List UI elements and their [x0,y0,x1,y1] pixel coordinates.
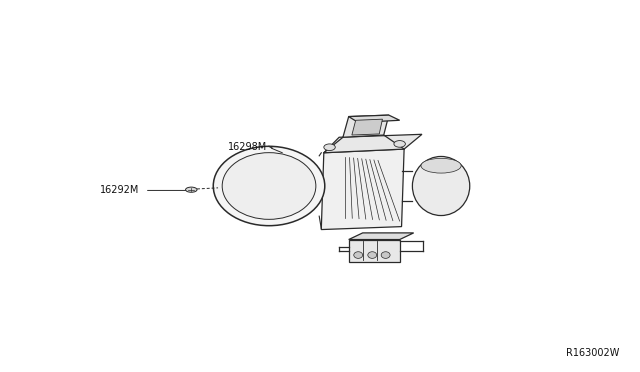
Ellipse shape [421,158,461,173]
Text: R163002W: R163002W [566,348,620,358]
Polygon shape [349,240,399,262]
Polygon shape [324,134,422,153]
Ellipse shape [324,144,335,151]
Polygon shape [343,115,389,137]
Ellipse shape [368,252,377,259]
Ellipse shape [381,252,390,259]
Ellipse shape [394,141,405,147]
Ellipse shape [222,153,316,219]
Polygon shape [352,119,383,135]
Polygon shape [321,149,404,230]
Text: 16298M: 16298M [228,142,267,152]
Polygon shape [349,115,399,122]
Text: 16292M: 16292M [100,185,140,195]
Ellipse shape [354,252,363,259]
Polygon shape [349,233,413,240]
Ellipse shape [213,146,324,226]
Ellipse shape [186,187,197,192]
Ellipse shape [412,157,470,215]
